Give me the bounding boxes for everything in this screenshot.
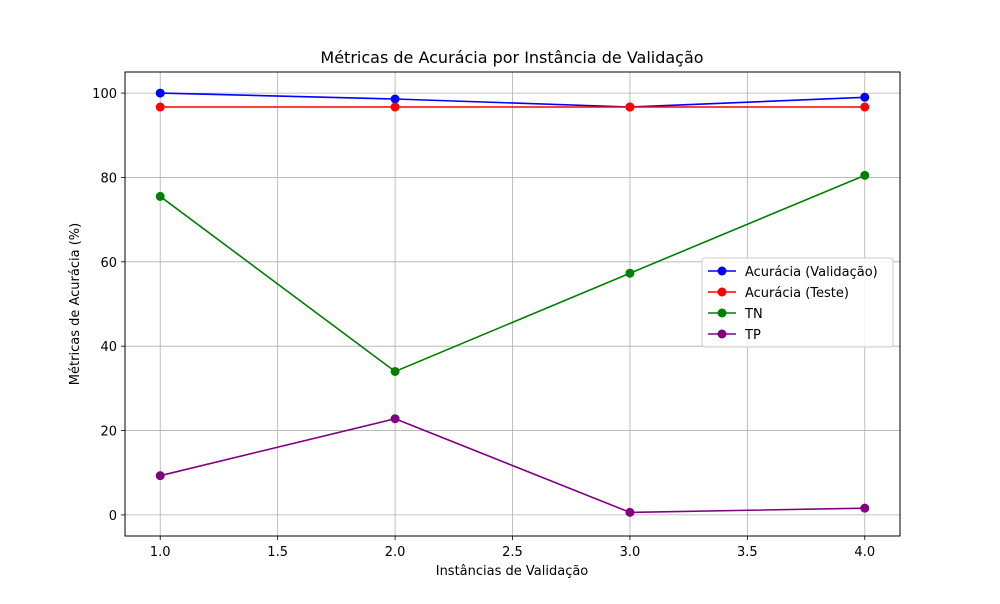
data-point (625, 268, 635, 278)
y-tick-label: 40 (100, 340, 117, 355)
x-tick-label: 2.5 (502, 545, 523, 560)
legend-box (701, 257, 894, 348)
legend-swatch-marker (717, 308, 727, 318)
x-tick-label: 1.0 (150, 545, 171, 560)
x-axis-label: Instâncias de Validação (436, 564, 589, 579)
data-point (860, 102, 870, 112)
legend: Acurácia (Validação) Acurácia (Teste) TN TP (701, 257, 894, 348)
x-tick-label: 3.5 (737, 545, 758, 560)
legend-label: Acurácia (Validação) (745, 265, 878, 280)
data-point (155, 88, 165, 98)
series-line (160, 417, 865, 514)
data-point (860, 170, 870, 180)
legend-label: TN (744, 307, 763, 322)
data-point (390, 366, 400, 376)
data-point (390, 414, 400, 424)
y-tick-label: 60 (100, 256, 117, 271)
data-point (390, 102, 400, 112)
data-point (155, 471, 165, 481)
legend-swatch-marker (717, 329, 727, 339)
x-tick-label: 3.0 (620, 545, 641, 560)
data-point (390, 94, 400, 104)
y-tick-label: 0 (109, 509, 117, 524)
data-point (860, 92, 870, 102)
y-tick-label: 100 (92, 87, 117, 102)
y-tick-label: 80 (100, 171, 117, 186)
legend-swatch-marker (717, 266, 727, 276)
series-line (159, 174, 866, 373)
plot-series (155, 88, 870, 517)
y-axis-label: Métricas de Acurácia (%) (68, 223, 83, 385)
data-point (155, 102, 165, 112)
chart-title: Métricas de Acurácia por Instância de Va… (320, 48, 703, 67)
x-tick-label: 4.0 (854, 545, 875, 560)
y-tick-label: 20 (100, 425, 117, 440)
data-point (860, 503, 870, 513)
data-point (625, 507, 635, 517)
data-point (155, 191, 165, 201)
x-tick-label: 2.0 (385, 545, 406, 560)
legend-swatch-marker (717, 287, 727, 297)
axis-ticks: 1.0 1.5 2.0 2.5 3.0 3.5 4.0 0 20 40 60 80 100 (92, 87, 875, 560)
x-tick-label: 1.5 (267, 545, 288, 560)
legend-label: Acurácia (Teste) (745, 286, 849, 301)
series-line (160, 92, 865, 108)
data-point (625, 102, 635, 112)
legend-label: TP (744, 328, 761, 343)
